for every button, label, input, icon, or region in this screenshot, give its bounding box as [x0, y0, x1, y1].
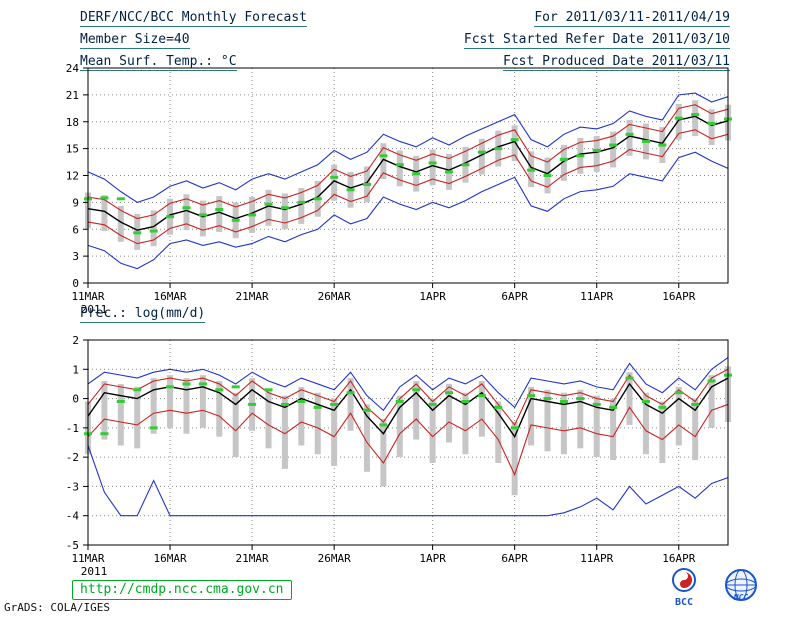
- axis-labels: -5 -4 -3 -2 -1 0 1 2 11MAR 16MAR 21MAR 26MAR 1APR 6AP…: [66, 334, 696, 578]
- series-lower-quartile: [87, 403, 729, 477]
- svg-text:16MAR: 16MAR: [153, 290, 186, 303]
- control-member-markers: [84, 113, 732, 235]
- series-ensemble-mean: [87, 115, 729, 231]
- svg-text:6APR: 6APR: [501, 552, 528, 565]
- series-ensemble-mean: [87, 377, 729, 439]
- precipitation-chart: -5 -4 -3 -2 -1 0 1 2 11MAR 16MAR 21MAR 26MAR 1APR 6AP…: [66, 334, 732, 578]
- svg-text:26MAR: 26MAR: [318, 290, 351, 303]
- series-ensemble-max: [87, 357, 729, 412]
- svg-text:1: 1: [72, 363, 79, 376]
- svg-text:24: 24: [66, 62, 80, 75]
- bcc-logo-label: BCC: [675, 597, 693, 608]
- series-upper-quartile: [87, 368, 729, 426]
- svg-text:21MAR: 21MAR: [236, 552, 269, 565]
- header-left: DERF/NCC/BCC Monthly Forecast Member Siz…: [80, 6, 307, 72]
- website-link-text: http://cmdp.ncc.cma.gov.cn: [80, 582, 284, 597]
- header-right: For 2011/03/11-2011/04/19 Fcst Started R…: [463, 6, 730, 72]
- svg-text:3: 3: [72, 250, 79, 263]
- plot-frame: [87, 339, 729, 546]
- svg-text:26MAR: 26MAR: [318, 552, 351, 565]
- temperature-chart: 0 3 6 9 12 15 18 21 24 11MAR 16MAR 21MAR 26MAR 1APR 6A…: [66, 62, 732, 316]
- grid: [88, 340, 728, 545]
- svg-text:2011: 2011: [81, 565, 108, 578]
- ncc-logo: NCC: [725, 569, 757, 602]
- svg-text:-2: -2: [66, 451, 79, 464]
- svg-text:1APR: 1APR: [419, 552, 446, 565]
- series-ensemble-min: [87, 151, 729, 270]
- svg-text:16APR: 16APR: [662, 290, 695, 303]
- control-member-markers: [84, 373, 732, 436]
- ensemble-spread-bars: [85, 366, 731, 496]
- svg-text:21: 21: [66, 89, 79, 102]
- svg-text:16APR: 16APR: [662, 552, 695, 565]
- report-title: DERF/NCC/BCC Monthly Forecast: [80, 10, 307, 27]
- svg-text:9: 9: [72, 196, 79, 209]
- svg-text:11MAR: 11MAR: [71, 290, 104, 303]
- svg-text:11MAR: 11MAR: [71, 552, 104, 565]
- bcc-logo: BCC: [672, 568, 696, 608]
- precipitation-panel-label: Prec.: log(mm/d): [80, 306, 206, 323]
- website-link[interactable]: http://cmdp.ncc.cma.gov.cn: [72, 580, 292, 600]
- svg-text:11APR: 11APR: [580, 290, 613, 303]
- ncc-logo-label: NCC: [733, 593, 749, 602]
- svg-text:6: 6: [72, 223, 79, 236]
- svg-text:15: 15: [66, 143, 79, 156]
- fcst-started-label: Fcst Started Refer Date 2011/03/10: [463, 32, 730, 49]
- grid: [88, 68, 728, 283]
- svg-text:2011: 2011: [81, 303, 108, 316]
- svg-text:-4: -4: [66, 510, 80, 523]
- svg-text:-5: -5: [66, 539, 79, 552]
- series-ensemble-max: [87, 92, 729, 203]
- svg-text:11APR: 11APR: [580, 552, 613, 565]
- forecast-range-label: For 2011/03/11-2011/04/19: [534, 10, 730, 27]
- svg-text:18: 18: [66, 116, 79, 129]
- svg-text:12: 12: [66, 170, 79, 183]
- series-upper-quartile: [87, 104, 729, 220]
- svg-text:6APR: 6APR: [501, 290, 528, 303]
- svg-text:-3: -3: [66, 480, 79, 493]
- grads-credit: GrADS: COLA/IGES: [4, 601, 110, 614]
- fcst-produced-label: Fcst Produced Date 2011/03/11: [503, 54, 730, 71]
- series-ensemble-min: [87, 445, 729, 517]
- series-lower-quartile: [87, 129, 729, 245]
- temperature-panel-label: Mean Surf. Temp.: °C: [80, 54, 237, 71]
- member-size-label: Member Size=40: [80, 32, 190, 49]
- svg-text:0: 0: [72, 277, 79, 290]
- svg-text:21MAR: 21MAR: [236, 290, 269, 303]
- svg-text:16MAR: 16MAR: [153, 552, 186, 565]
- svg-text:0: 0: [72, 393, 79, 406]
- svg-text:1APR: 1APR: [419, 290, 446, 303]
- svg-text:2: 2: [72, 334, 79, 347]
- logo-group: BCC NCC: [662, 566, 764, 608]
- svg-text:-1: -1: [66, 422, 79, 435]
- axis-labels: 0 3 6 9 12 15 18 21 24 11MAR 16MAR 21MAR 26MAR 1APR 6A…: [66, 62, 696, 316]
